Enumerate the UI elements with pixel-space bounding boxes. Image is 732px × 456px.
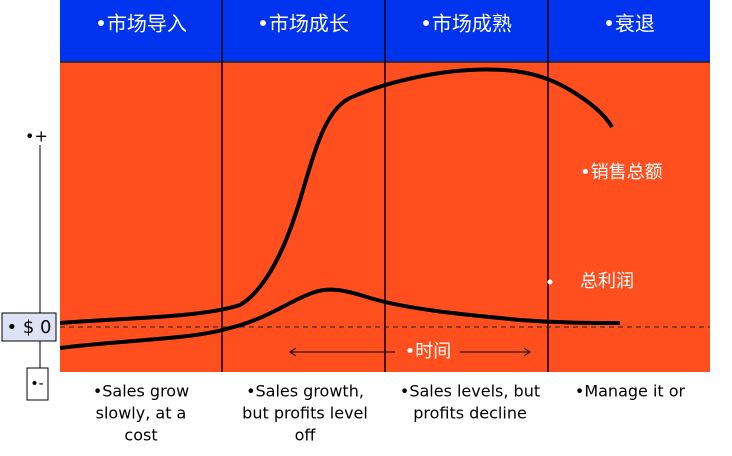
stage-note: •Manage it or xyxy=(575,382,686,401)
plus-label: •+ xyxy=(25,127,48,146)
stage-header: •市场成长 xyxy=(257,12,349,36)
stage-note: •Sales grow xyxy=(93,382,189,401)
minus-box xyxy=(26,367,49,401)
notes: •Sales grow slowly, at a cost •Sales growth… xyxy=(93,382,686,445)
stage-note: slowly, at a xyxy=(96,404,187,423)
time-label: •时间 xyxy=(405,341,452,362)
stage-header: •衰退 xyxy=(603,12,655,36)
stage-note: cost xyxy=(124,426,157,445)
stage-header: •市场导入 xyxy=(95,12,187,36)
stage-note: off xyxy=(295,426,317,445)
bullet xyxy=(547,279,553,285)
arrow-head xyxy=(523,347,531,357)
time-arrow xyxy=(289,347,531,357)
zero-box xyxy=(1,312,57,342)
stage-note: •Sales levels, but xyxy=(400,382,540,401)
stage-header: •市场成熟 xyxy=(420,12,512,36)
zero-label: • $ 0 xyxy=(7,317,52,338)
stage-note: •Sales growth, xyxy=(246,382,364,401)
sales-label: •销售总额 xyxy=(580,162,663,183)
stage-note: profits decline xyxy=(413,404,527,423)
minus-label: •- xyxy=(30,376,43,392)
arrow-head xyxy=(289,347,297,357)
profit-curve xyxy=(59,287,621,350)
sales-curve xyxy=(59,67,614,325)
profit-label: 总利润 xyxy=(580,271,634,292)
stage-note: but profits level xyxy=(242,404,368,423)
headers: •市场导入 •市场成长 •市场成熟 •衰退 xyxy=(95,12,655,36)
